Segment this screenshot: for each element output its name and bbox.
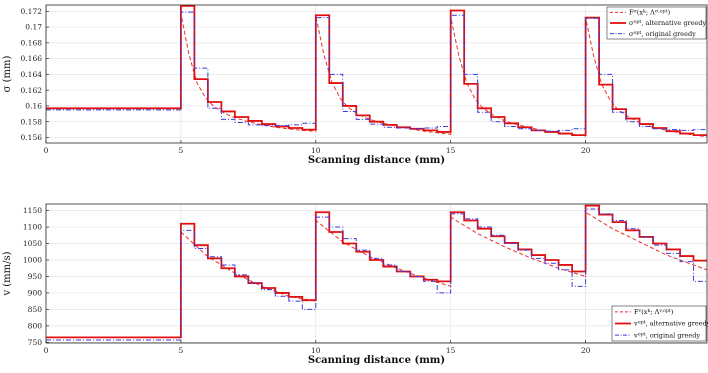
legend-label-2: σopt, alternative greedy xyxy=(629,19,706,28)
y-tick-label: 1000 xyxy=(23,256,42,265)
legend-label-3: σopt, original greedy xyxy=(629,29,696,38)
y-tick-label: 750 xyxy=(28,338,43,347)
y-tick-label: 800 xyxy=(28,321,43,330)
x-tick-label: 10 xyxy=(311,146,321,155)
x-tick-label: 15 xyxy=(446,146,456,155)
legend: Fσ(xk; Λσ,opt) σopt, alternative greedyσo… xyxy=(606,6,706,40)
chart-velocity: 0 5 10 15 20 750 800 850 900 950 1000 1050 1100 1150 S… xyxy=(2,203,708,366)
legend-label-1: Fv(xk; Λv,opt) xyxy=(634,308,674,317)
legend-label-1: Fσ(xk; Λσ,opt) xyxy=(629,8,671,17)
y-tick-label: 1050 xyxy=(23,239,42,248)
x-tick-label: 15 xyxy=(446,346,456,355)
y-tick-label: 0.164 xyxy=(21,70,43,79)
y-tick-label: 850 xyxy=(28,305,43,314)
axes-frame xyxy=(45,4,708,144)
chart-sigma: 0 5 10 15 20 0.156 0.158 0.16 0.162 0.164 0.166 0.1… xyxy=(2,4,708,166)
y-axis-label: σ (mm) xyxy=(2,56,13,93)
series-group xyxy=(46,5,707,138)
y-tick-label: 900 xyxy=(28,289,43,298)
x-axis-label: Scanning distance (mm) xyxy=(308,155,445,166)
y-tick-label: 0.16 xyxy=(25,102,42,111)
legend-label-3: vopt, original greedy xyxy=(633,331,700,340)
y-tick-label: 0.158 xyxy=(21,117,43,126)
y-tick-label: 0.156 xyxy=(21,133,43,142)
y-tick-label: 1150 xyxy=(23,206,42,215)
x-tick-label: 0 xyxy=(44,146,49,155)
y-axis-label: v (mm/s) xyxy=(2,251,13,296)
plot-area xyxy=(46,5,707,143)
legend-label-2: vopt, alternative greedy xyxy=(633,319,708,328)
y-tick-label: 0.172 xyxy=(21,7,43,16)
series-group xyxy=(46,204,707,341)
y-tick-label: 0.166 xyxy=(21,54,43,63)
x-tick-label: 0 xyxy=(44,346,49,355)
x-tick-label: 20 xyxy=(581,346,591,355)
series-line-2 xyxy=(46,5,707,137)
series-line-3 xyxy=(46,11,707,132)
series-line-3 xyxy=(46,208,707,341)
plot-area xyxy=(46,204,707,343)
y-tick-label: 950 xyxy=(28,272,43,281)
x-tick-label: 5 xyxy=(179,346,184,355)
legend: Fv(xk; Λv,opt) vopt, alternative greedy vo… xyxy=(611,305,708,342)
x-tick-label: 20 xyxy=(581,146,591,155)
x-tick-label: 10 xyxy=(311,346,321,355)
x-tick-label: 5 xyxy=(179,146,184,155)
x-axis-label: Scanning distance (mm) xyxy=(308,355,445,366)
axes-frame xyxy=(45,203,708,344)
y-tick-label: 0.17 xyxy=(25,23,42,32)
y-tick-label: 0.168 xyxy=(21,38,43,47)
y-tick-label: 0.162 xyxy=(21,86,43,95)
y-tick-label: 1100 xyxy=(23,223,42,232)
